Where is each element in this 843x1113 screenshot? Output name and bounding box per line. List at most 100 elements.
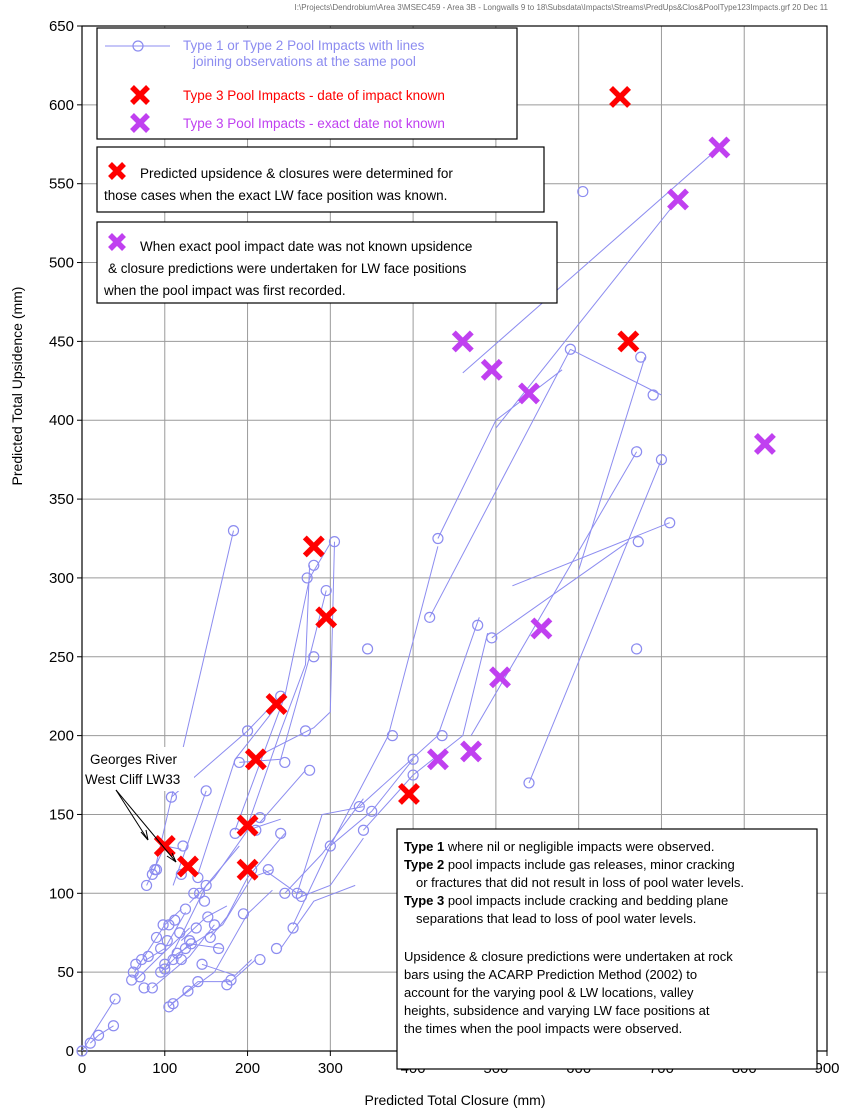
type12-point (275, 827, 287, 839)
type12-point (386, 730, 399, 742)
type12-point (664, 517, 676, 529)
type12-point (241, 725, 254, 737)
legend-circle-icon (132, 40, 144, 52)
def-type1: Type 1 where nil or negligible impacts w… (404, 839, 714, 854)
y-tick-label: 250 (49, 649, 74, 666)
type12-point (159, 958, 171, 970)
type12-point (301, 572, 313, 584)
pool-line (263, 806, 364, 895)
type12-point (107, 1020, 120, 1032)
type12-point (150, 864, 163, 876)
pool-line (247, 565, 311, 826)
def-type2: Type 2 pool impacts include gas releases… (404, 857, 735, 872)
type3-known-points (153, 86, 640, 881)
pool-line (292, 758, 414, 926)
y-tick-label: 300 (49, 570, 74, 587)
type12-point (308, 651, 320, 663)
pool-line (284, 798, 364, 894)
type3-unknown-point (451, 330, 474, 353)
type3-known-point (265, 693, 288, 716)
legend-red-x-icon (130, 85, 150, 105)
note-unknown-box (96, 221, 558, 304)
note-known-box (96, 146, 545, 213)
pool-line (259, 769, 306, 823)
pool-line (172, 869, 273, 957)
type12-point (198, 895, 211, 907)
pool-line (578, 357, 646, 571)
type12-point (92, 1029, 105, 1041)
georges-label-line2: West Cliff LW33 (85, 772, 180, 787)
type12-point (190, 922, 202, 934)
type12-point (200, 785, 212, 797)
note-red-x (108, 162, 126, 180)
type12-point (432, 532, 444, 545)
type12-point (185, 938, 197, 950)
type12-point (357, 824, 370, 836)
type12-point (182, 985, 194, 997)
type12-point (192, 871, 204, 884)
pool-line (301, 837, 364, 897)
file-path-header: I:\Projects\Dendrobium\Area 3\MSEC459 - … (295, 3, 829, 12)
georges-label-line1: Georges River (90, 752, 178, 767)
type12-point (225, 974, 237, 986)
type3-unknown-point (530, 617, 553, 640)
type12-point (200, 879, 212, 892)
x-tick-label: 0 (78, 1060, 86, 1077)
note-red-x-icon (108, 162, 126, 180)
pool-line (164, 845, 240, 970)
note-known: Predicted upsidence & closures were dete… (96, 146, 545, 213)
pool-line (189, 818, 281, 904)
pool-line (329, 546, 439, 847)
type12-point (177, 840, 189, 852)
type12-point (635, 351, 647, 363)
type12-point (270, 942, 283, 955)
pool-line (154, 530, 234, 870)
legend-type12-line2: joining observations at the same pool (192, 54, 416, 69)
callout-bg (84, 747, 194, 791)
type12-point (631, 446, 643, 458)
type3-unknown-point (667, 188, 689, 211)
pool-line (234, 542, 331, 831)
type12-point (279, 756, 291, 769)
pool-line (197, 695, 286, 875)
type12-point (308, 559, 320, 571)
type12-point (655, 454, 668, 466)
type12-point (109, 993, 121, 1005)
type3-known-point (315, 606, 338, 629)
legend-type3-known: Type 3 Pool Impacts - date of impact kno… (183, 88, 445, 103)
type12-point (353, 800, 365, 813)
type12-point (169, 914, 181, 926)
type12-point (320, 584, 332, 597)
type3-known-point (177, 855, 199, 878)
y-axis-label: Predicted Total Upsidence (mm) (9, 287, 25, 486)
legend-type3-unknown: Type 3 Pool Impacts - exact date not kno… (183, 116, 445, 131)
legend-purple-x (130, 113, 150, 133)
type12-point (262, 864, 274, 876)
callout-arrow-head-2 (166, 852, 177, 863)
def-type3: Type 3 pool impacts include cracking and… (404, 893, 728, 908)
type3-unknown-point (460, 740, 483, 763)
pool-line (180, 905, 228, 941)
pool-line (528, 459, 662, 784)
pool-line (171, 889, 273, 1005)
legend-purple-x-icon (130, 113, 150, 133)
def-para-4: heights, subsidence and varying LW face … (404, 1003, 710, 1018)
pool-line (429, 349, 571, 618)
def-type3-cont: separations that lead to loss of pool wa… (416, 911, 696, 926)
legend: Type 1 or Type 2 Pool Impacts with lines… (96, 27, 518, 140)
note-purple-x (108, 233, 126, 251)
type12-point (577, 185, 589, 198)
type12-point (424, 611, 436, 623)
type12-point (407, 769, 419, 781)
georges-river-callout: Georges River West Cliff LW33 (84, 747, 194, 863)
type12-point (159, 963, 171, 975)
note-unknown-line2: & closure predictions were undertaken fo… (108, 261, 467, 276)
type12-point (155, 942, 167, 955)
x-tick-label: 100 (152, 1060, 177, 1077)
type12-point (150, 931, 163, 944)
x-axis-label: Predicted Total Closure (mm) (364, 1092, 545, 1108)
type12-point (632, 536, 644, 548)
type12-point (165, 791, 177, 803)
type12-point (295, 890, 307, 903)
type12-point (174, 927, 186, 939)
